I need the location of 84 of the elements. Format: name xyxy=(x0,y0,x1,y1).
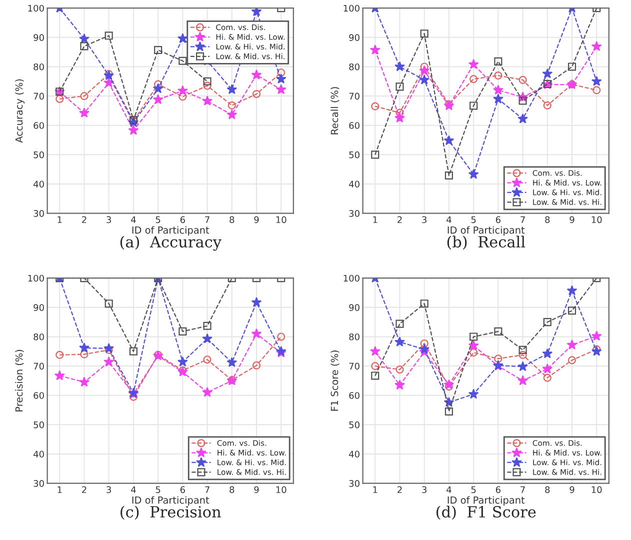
y-tick-label: 100 xyxy=(28,274,44,282)
x-axis-title: ID of Participant xyxy=(448,226,525,236)
x-tick-label: 3 xyxy=(106,486,111,494)
x-tick-label: 2 xyxy=(82,486,86,493)
x-tick-label: 5 xyxy=(156,486,160,494)
x-tick-label: 8 xyxy=(230,216,234,224)
y-tick-label: 100 xyxy=(344,4,360,12)
y-axis-title: Accuracy (%) xyxy=(15,79,25,143)
x-tick-label: 9 xyxy=(254,216,259,224)
x-tick-label: 6 xyxy=(496,486,500,494)
text: (b) Recall xyxy=(447,236,526,250)
y-tick-label: 80 xyxy=(349,63,360,70)
y-axis-title: F1 Score (%) xyxy=(330,350,340,411)
x-tick-label: 1 xyxy=(58,216,62,223)
x-tick-label: 5 xyxy=(471,216,476,224)
y-tick-label: 70 xyxy=(34,362,44,370)
x-tick-label: 9 xyxy=(570,216,574,224)
x-tick-label: 1 xyxy=(58,486,62,493)
y-tick-label: 80 xyxy=(349,333,360,340)
y-tick-label: 90 xyxy=(34,34,44,41)
x-tick-label: 1 xyxy=(373,486,378,493)
x-tick-label: 1 xyxy=(373,216,378,223)
x-tick-label: 6 xyxy=(180,216,185,224)
y-tick-label: 30 xyxy=(349,210,360,217)
x-tick-label: 5 xyxy=(471,486,476,494)
x-tick-label: 3 xyxy=(422,216,426,224)
x-tick-label: 6 xyxy=(180,486,185,494)
x-axis-title: ID of Participant xyxy=(132,496,210,506)
x-tick-label: 10 xyxy=(276,216,286,224)
x-tick-label: 7 xyxy=(520,216,525,223)
x-tick-label: 7 xyxy=(205,216,210,223)
y-tick-label: 40 xyxy=(349,180,360,188)
y-tick-label: 30 xyxy=(349,480,360,487)
y-tick-label: 90 xyxy=(34,304,44,311)
x-tick-label: 4 xyxy=(446,216,452,223)
y-axis-title: Recall (%) xyxy=(330,87,340,134)
x-tick-label: 2 xyxy=(398,216,402,223)
y-tick-label: 100 xyxy=(344,274,360,282)
x-tick-label: 10 xyxy=(276,486,286,494)
y-tick-label: 50 xyxy=(349,421,360,428)
x-tick-label: 8 xyxy=(230,486,234,494)
x-tick-label: 7 xyxy=(520,486,525,493)
x-tick-label: 10 xyxy=(592,486,602,494)
x-tick-label: 4 xyxy=(131,216,136,223)
y-tick-label: 40 xyxy=(34,180,44,188)
x-tick-label: 4 xyxy=(446,486,452,493)
x-tick-label: 9 xyxy=(570,486,574,494)
x-tick-label: 3 xyxy=(422,486,426,494)
y-tick-label: 70 xyxy=(349,362,360,370)
y-tick-label: 50 xyxy=(349,151,360,158)
x-tick-label: 3 xyxy=(106,216,111,224)
y-tick-label: 70 xyxy=(349,92,360,100)
y-tick-label: 60 xyxy=(349,392,360,399)
y-tick-label: 90 xyxy=(349,34,360,41)
y-tick-label: 70 xyxy=(34,92,44,100)
x-tick-label: 2 xyxy=(398,486,402,493)
x-tick-label: 8 xyxy=(545,216,550,224)
y-tick-label: 90 xyxy=(349,304,360,311)
x-tick-label: 9 xyxy=(254,486,259,494)
y-tick-label: 50 xyxy=(34,421,44,428)
y-tick-label: 60 xyxy=(34,392,44,399)
text: (c) Precision xyxy=(120,506,221,520)
y-tick-label: 40 xyxy=(34,450,44,458)
x-tick-label: 2 xyxy=(82,216,86,223)
text: (d) F1 Score xyxy=(436,506,536,520)
y-tick-label: 100 xyxy=(28,4,44,12)
x-tick-label: 10 xyxy=(592,216,602,224)
y-tick-label: 60 xyxy=(349,122,360,129)
text: (a) Accuracy xyxy=(120,236,222,251)
y-tick-label: 60 xyxy=(34,122,44,129)
y-tick-label: 40 xyxy=(349,450,360,458)
x-tick-label: 8 xyxy=(545,486,550,494)
y-tick-label: 50 xyxy=(34,151,44,158)
y-tick-label: 30 xyxy=(34,210,44,217)
x-tick-label: 4 xyxy=(131,486,136,493)
x-tick-label: 7 xyxy=(205,486,210,493)
y-axis-title: Precision (%) xyxy=(15,350,24,412)
x-axis-title: ID of Participant xyxy=(448,496,525,506)
x-axis-title: ID of Participant xyxy=(132,226,210,236)
y-tick-label: 30 xyxy=(34,480,44,487)
y-tick-label: 80 xyxy=(34,63,44,70)
x-tick-label: 5 xyxy=(156,216,160,224)
x-tick-label: 6 xyxy=(496,216,500,224)
y-tick-label: 80 xyxy=(34,333,44,340)
